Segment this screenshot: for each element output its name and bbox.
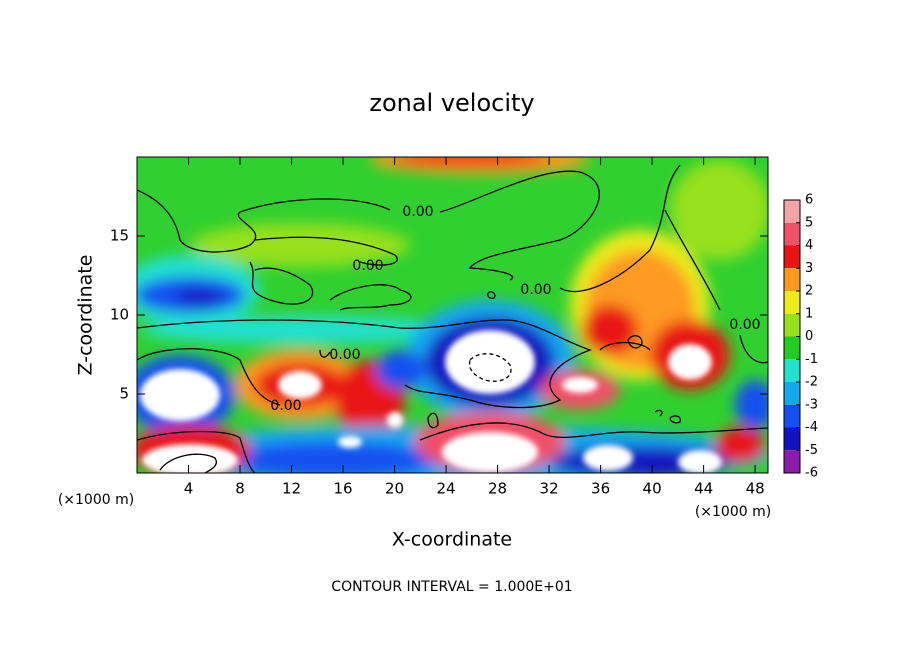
y-tick-label: 5 [119, 385, 129, 403]
colorbar-tick-label: 3 [805, 261, 813, 276]
colorbar-tick-label: 5 [805, 215, 813, 230]
colorbar-tick-label: -2 [805, 375, 818, 390]
contour-label: 0.00 [329, 347, 360, 363]
colorbar-tick-label: 2 [805, 284, 813, 299]
colorbar-swatch [784, 222, 800, 246]
contour-label: 0.00 [520, 282, 551, 298]
x-tick-label: 8 [235, 480, 245, 498]
x-unit-label: (×1000 m) [695, 504, 771, 520]
x-axis-label: X-coordinate [392, 529, 512, 551]
colorbar-tick-label: 0 [805, 329, 813, 344]
colorbar-swatch [784, 427, 800, 451]
x-tick-label: 40 [643, 480, 662, 498]
field [137, 157, 768, 473]
y-unit-label: (×1000 m) [58, 492, 134, 508]
colorbar-tick-label: -3 [805, 397, 818, 412]
contour-label: 0.00 [402, 204, 433, 220]
colorbar-swatch [784, 404, 800, 428]
colorbar-tick-label: -6 [805, 466, 818, 481]
colorbar-tick-label: -4 [805, 420, 818, 435]
contour-lines [137, 164, 768, 473]
y-tick-label: 10 [110, 306, 129, 324]
x-tick-label: 16 [333, 480, 352, 498]
colorbar-tick-label: -5 [805, 443, 818, 458]
colorbar-swatch [784, 291, 800, 314]
colorbar-tick-label: 6 [805, 193, 813, 208]
colorbar-swatch [784, 359, 800, 382]
colorbar-swatch [784, 336, 800, 360]
contour-label: 0.00 [270, 398, 301, 414]
x-tick-label: 24 [437, 480, 456, 498]
colorbar-swatch [784, 268, 800, 291]
x-tick-label: 12 [282, 480, 301, 498]
contour-label: 0.00 [729, 317, 760, 333]
x-tick-label: 28 [488, 480, 507, 498]
x-tick-label: 32 [540, 480, 559, 498]
colorbar-swatch [784, 382, 800, 405]
colorbar-swatch [784, 450, 800, 473]
colorbar-swatch [784, 313, 800, 337]
colorbar-tick-label: 4 [805, 238, 813, 253]
colorbar-tick-label: 1 [805, 306, 813, 321]
contour-label: 0.00 [352, 258, 383, 274]
x-tick-label: 48 [746, 480, 765, 498]
x-tick-label: 36 [591, 480, 610, 498]
x-tick-label: 4 [184, 480, 194, 498]
footnote: CONTOUR INTERVAL = 1.000E+01 [331, 579, 572, 595]
y-tick-label: 15 [110, 227, 129, 245]
colorbar-tick-label: -1 [805, 352, 818, 367]
field-extremes [140, 330, 722, 473]
colorbar-swatch [784, 200, 800, 223]
x-tick-label: 44 [694, 480, 713, 498]
x-tick-label: 20 [385, 480, 404, 498]
chart-title: zonal velocity [369, 89, 534, 117]
colorbar-swatch [784, 245, 800, 269]
y-axis-label: Z-coordinate [75, 255, 97, 376]
